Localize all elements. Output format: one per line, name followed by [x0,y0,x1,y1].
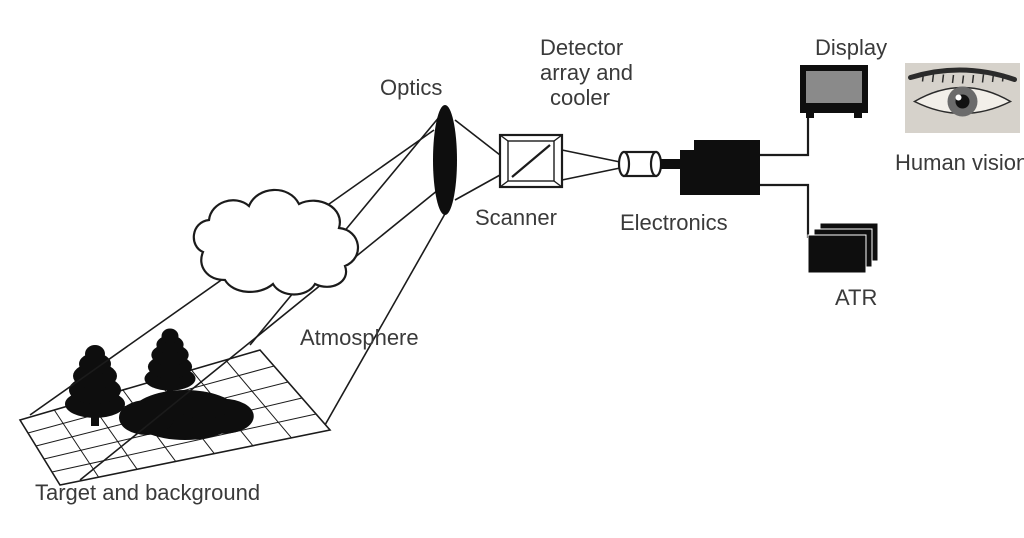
imaging-chain-diagram: Target and background Atmosphere Optics Sca… [0,0,1024,538]
label-target: Target and background [35,480,260,505]
label-detector2: array and [540,60,633,85]
label-detector1: Detector [540,35,623,60]
ray [455,120,500,155]
label-electronics: Electronics [620,210,728,235]
ray [562,168,620,180]
label-atr: ATR [835,285,877,310]
tree-icon [65,345,125,426]
label-human: Human vision [895,150,1024,175]
label-atmosphere: Atmosphere [300,325,419,350]
ray [455,175,500,200]
optics-lens-icon [433,105,457,215]
eye-icon [905,63,1020,133]
wire [760,106,808,155]
display-icon [800,65,868,118]
label-optics: Optics [380,75,442,100]
ray [562,150,620,162]
label-detector3: cooler [550,85,610,110]
tree-icon [145,329,196,398]
label-scanner: Scanner [475,205,557,230]
electronics-icon [680,140,760,195]
label-display: Display [815,35,887,60]
atmosphere-cloud-icon [194,190,358,295]
wire [760,185,808,238]
scanner-icon [500,135,562,187]
atr-icon [808,223,878,273]
detector-icon [619,152,680,176]
